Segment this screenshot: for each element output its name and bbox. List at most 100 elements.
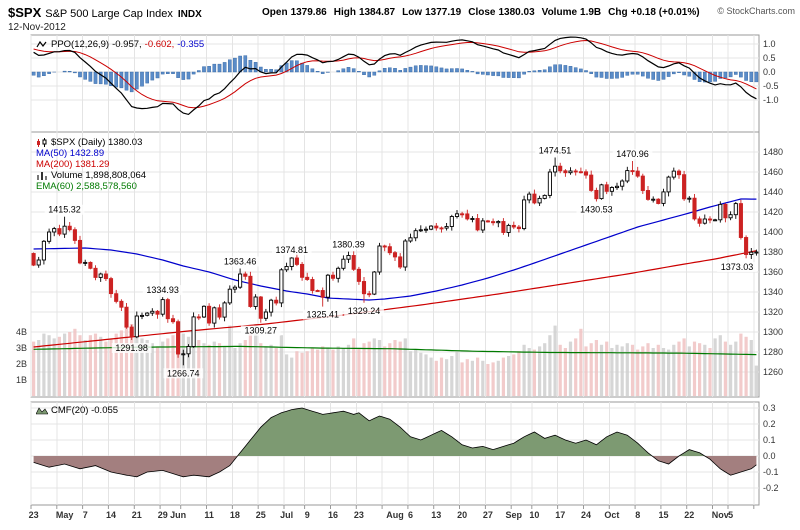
ppo-line-icon <box>36 40 47 48</box>
svg-text:29: 29 <box>158 510 168 520</box>
svg-text:23: 23 <box>354 510 364 520</box>
axis-labels: 1.0 0.5 0.0 -0.5 -1.0 1260 1280 1300 1320 1340 136… <box>16 39 783 493</box>
svg-text:20: 20 <box>457 510 467 520</box>
svg-text:1329.24: 1329.24 <box>348 306 381 316</box>
svg-text:Jul: Jul <box>280 510 293 520</box>
svg-text:0.0: 0.0 <box>763 67 776 77</box>
svg-text:2B: 2B <box>16 359 27 369</box>
svg-text:0.3: 0.3 <box>763 403 776 413</box>
legend-ema60-row: EMA(60) 2,588,578,560 <box>36 181 146 192</box>
svg-text:1266.74: 1266.74 <box>167 368 200 378</box>
svg-text:5: 5 <box>728 510 733 520</box>
legend-spx-row: $SPX (Daily) 1380.03 <box>36 137 146 148</box>
svg-text:25: 25 <box>256 510 266 520</box>
quote-chg-label: Chg <box>608 7 628 18</box>
svg-text:1.0: 1.0 <box>763 39 776 49</box>
chart-header: $SPX S&P 500 Large Cap Index INDX <box>8 4 202 22</box>
svg-text:-1.0: -1.0 <box>763 95 779 105</box>
quote-high-value: 1384.87 <box>358 7 396 18</box>
svg-text:1B: 1B <box>16 375 27 385</box>
svg-text:1470.96: 1470.96 <box>616 149 649 159</box>
svg-text:1334.93: 1334.93 <box>146 285 179 295</box>
quote-volume-label: Volume <box>541 7 578 18</box>
svg-text:1260: 1260 <box>763 367 783 377</box>
svg-text:23: 23 <box>29 510 39 520</box>
volume-bars <box>32 324 758 396</box>
chart-date: 12-Nov-2012 <box>8 22 66 33</box>
svg-text:3B: 3B <box>16 343 27 353</box>
svg-text:1430.53: 1430.53 <box>580 204 613 214</box>
legend-ema60-label: EMA(60) 2,588,578,560 <box>36 181 137 192</box>
svg-text:1320: 1320 <box>763 307 783 317</box>
ppo-signal-line <box>33 39 757 109</box>
symbol: $SPX <box>8 5 42 20</box>
svg-text:Sep: Sep <box>506 510 523 520</box>
svg-text:1380.39: 1380.39 <box>332 240 365 250</box>
svg-text:1400: 1400 <box>763 227 783 237</box>
cmf-area-icon <box>36 407 48 415</box>
svg-text:0.5: 0.5 <box>763 53 776 63</box>
svg-text:1325.41: 1325.41 <box>306 310 339 320</box>
volume-bars-icon <box>37 172 47 180</box>
svg-text:-0.1: -0.1 <box>763 467 779 477</box>
svg-text:1415.32: 1415.32 <box>48 205 81 215</box>
ppo-legend: PPO(12,26,9) -0.957, -0.602, -0.355 <box>36 39 204 50</box>
quote-strip: Open 1379.86 High 1384.87 Low 1377.19 Close 138… <box>262 7 700 18</box>
candlestick-icon <box>37 137 47 147</box>
svg-text:1373.03: 1373.03 <box>721 262 754 272</box>
cmf-area <box>33 407 757 478</box>
ppo-hist-value: -0.355 <box>177 39 205 50</box>
quote-open-label: Open <box>262 7 288 18</box>
svg-text:-0.5: -0.5 <box>763 81 779 91</box>
svg-text:9: 9 <box>305 510 310 520</box>
ppo-histogram <box>31 55 759 93</box>
quote-low-value: 1377.19 <box>425 7 462 18</box>
svg-text:18: 18 <box>230 510 240 520</box>
svg-text:15: 15 <box>658 510 668 520</box>
svg-text:Jun: Jun <box>170 510 186 520</box>
legend-volume-row: Volume 1,898,808,064 <box>36 170 146 181</box>
svg-text:21: 21 <box>132 510 142 520</box>
svg-text:17: 17 <box>555 510 565 520</box>
svg-text:1280: 1280 <box>763 347 783 357</box>
quote-volume-value: 1.9B <box>580 7 602 18</box>
ppo-signal-value: -0.602, <box>144 39 175 50</box>
svg-text:1420: 1420 <box>763 207 783 217</box>
x-axis: 23 May 7 14 21 29 Jun 11 18 25 Jul 9 16 23 Aug 6 13 20 27 S… <box>29 505 755 520</box>
svg-text:1300: 1300 <box>763 327 783 337</box>
legend-volume-label: Volume 1,898,808,064 <box>51 170 147 181</box>
cmf-legend: CMF(20) -0.055 <box>36 405 118 416</box>
svg-text:4B: 4B <box>16 327 27 337</box>
svg-text:10: 10 <box>529 510 539 520</box>
quote-open-value: 1379.86 <box>290 7 327 18</box>
legend-ma200-row: MA(200) 1381.29 <box>36 159 146 170</box>
svg-text:16: 16 <box>328 510 338 520</box>
svg-text:0.2: 0.2 <box>763 419 776 429</box>
svg-text:24: 24 <box>581 510 591 520</box>
svg-text:1374.81: 1374.81 <box>275 245 308 255</box>
svg-text:27: 27 <box>483 510 493 520</box>
svg-text:1474.51: 1474.51 <box>539 145 572 155</box>
quote-close-label: Close <box>468 7 496 18</box>
svg-text:May: May <box>56 510 74 520</box>
volume-ema-line <box>33 345 757 356</box>
cmf-legend-label: CMF(20) -0.055 <box>51 405 119 416</box>
svg-text:Oct: Oct <box>604 510 619 520</box>
ppo-legend-label: PPO(12,26,9) <box>51 39 110 50</box>
svg-text:1363.46: 1363.46 <box>224 257 257 267</box>
svg-text:7: 7 <box>83 510 88 520</box>
svg-text:11: 11 <box>204 510 214 520</box>
ppo-value: -0.957, <box>112 39 142 50</box>
svg-text:1360: 1360 <box>763 267 783 277</box>
legend-ma50-row: MA(50) 1432.89 <box>36 148 146 159</box>
svg-text:1291.98: 1291.98 <box>115 343 148 353</box>
ppo-line <box>33 36 757 116</box>
svg-text:1340: 1340 <box>763 287 783 297</box>
main-legend: $SPX (Daily) 1380.03 MA(50) 1432.89 MA(2… <box>36 137 146 192</box>
legend-ma50-label: MA(50) 1432.89 <box>36 148 105 159</box>
svg-text:13: 13 <box>431 510 441 520</box>
svg-text:14: 14 <box>106 510 116 520</box>
quote-chg-value: +0.18 (+0.01%) <box>630 7 700 18</box>
svg-text:8: 8 <box>635 510 640 520</box>
